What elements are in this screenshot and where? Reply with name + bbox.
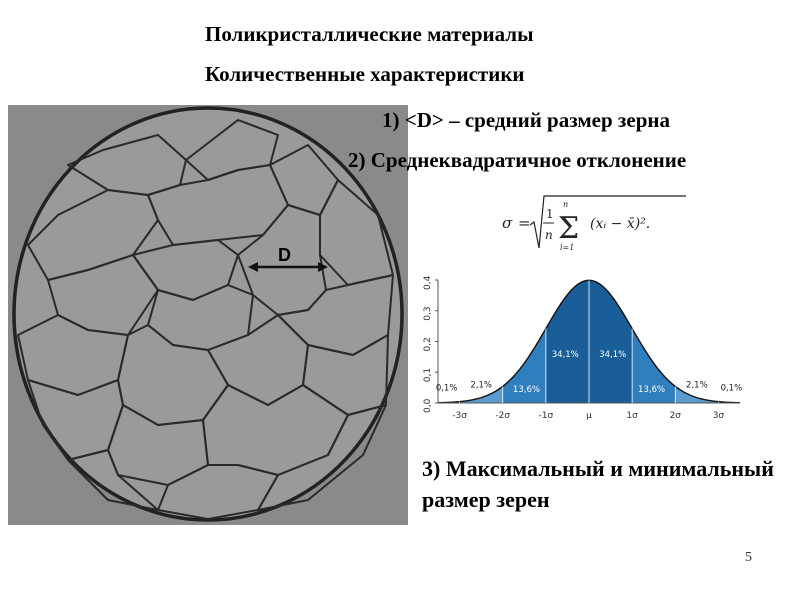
chart-x-ticks: -3σ -2σ -1σ μ 1σ 2σ 3σ <box>452 411 724 421</box>
grain-boundaries <box>17 119 394 520</box>
chart-y-ticks: 0,0 0,1 0,2 0,3 0,4 <box>423 275 438 413</box>
chart-tail-label-1: 0,1% <box>721 384 743 394</box>
formula-one: 1 <box>546 207 554 221</box>
chart-band-2 <box>545 280 589 403</box>
formula-term: (xᵢ − x̄)². <box>590 216 650 232</box>
chart-band-labels: 2,1% 13,6% 34,1% 34,1% 13,6% 2,1% 0,1% 0,1% <box>436 350 742 395</box>
chart-x-tick-label: -2σ <box>495 411 510 421</box>
d-label: D <box>278 245 291 265</box>
chart-band-3 <box>589 280 633 403</box>
chart-band-label-1: 13,6% <box>513 385 540 395</box>
chart-band-0 <box>459 386 503 403</box>
chart-band-label-5: 2,1% <box>686 381 708 391</box>
d-arrow-left-head <box>248 262 258 272</box>
chart-y-tick-label: 0,3 <box>423 306 433 320</box>
d-arrow-right-head <box>318 262 328 272</box>
std-deviation-formula: σ = 1 n n Σ i=1 (xᵢ − x̄)². <box>502 195 686 252</box>
page-number: 5 <box>745 550 752 565</box>
chart-band-label-2: 34,1% <box>552 350 579 360</box>
item-std-deviation: 2) Среднеквадратичное отклонение <box>348 148 687 172</box>
chart-dividers <box>459 280 719 403</box>
formula-sum-top: n <box>563 200 568 209</box>
slide-title: Поликристаллические материалы <box>205 22 534 46</box>
formula-sum-symbol: Σ <box>558 211 579 246</box>
chart-y-tick-label: 0,2 <box>423 337 433 351</box>
item-mean-size: 1) <D> – средний размер зерна <box>382 108 670 132</box>
normal-distribution-chart: 0,0 0,1 0,2 0,3 0,4 -3σ -2σ -1σ μ 1σ 2σ 3σ 2,1% 13,… <box>423 275 742 421</box>
chart-y-tick-label: 0,4 <box>423 275 433 290</box>
chart-x-tick-label: -3σ <box>452 411 467 421</box>
chart-x-tick-label: 1σ <box>626 411 638 421</box>
chart-y-tick-label: 0,1 <box>423 368 433 382</box>
formula-radical <box>529 195 686 249</box>
item-max-min-size: 3) Максимальный и минимальный размер зер… <box>422 456 774 512</box>
formula-n: n <box>545 228 553 242</box>
chart-x-tick-label: 3σ <box>713 411 725 421</box>
formula-sum-bottom: i=1 <box>560 243 574 252</box>
formula-sigma: σ <box>502 214 513 232</box>
chart-band-5 <box>675 386 719 403</box>
chart-tail-label-0: 0,1% <box>436 384 458 394</box>
chart-x-tick-label: -1σ <box>539 411 554 421</box>
chart-y-tick-label: 0,0 <box>423 398 433 413</box>
chart-band-label-4: 13,6% <box>638 385 665 395</box>
chart-band-label-0: 2,1% <box>470 381 492 391</box>
chart-band-label-3: 34,1% <box>599 350 626 360</box>
slide-subtitle: Количественные характеристики <box>205 62 525 86</box>
chart-x-tick-label: μ <box>586 411 592 421</box>
formula-equals: = <box>518 214 531 232</box>
chart-x-tick-label: 2σ <box>670 411 682 421</box>
micrograph-image: D <box>8 105 408 525</box>
